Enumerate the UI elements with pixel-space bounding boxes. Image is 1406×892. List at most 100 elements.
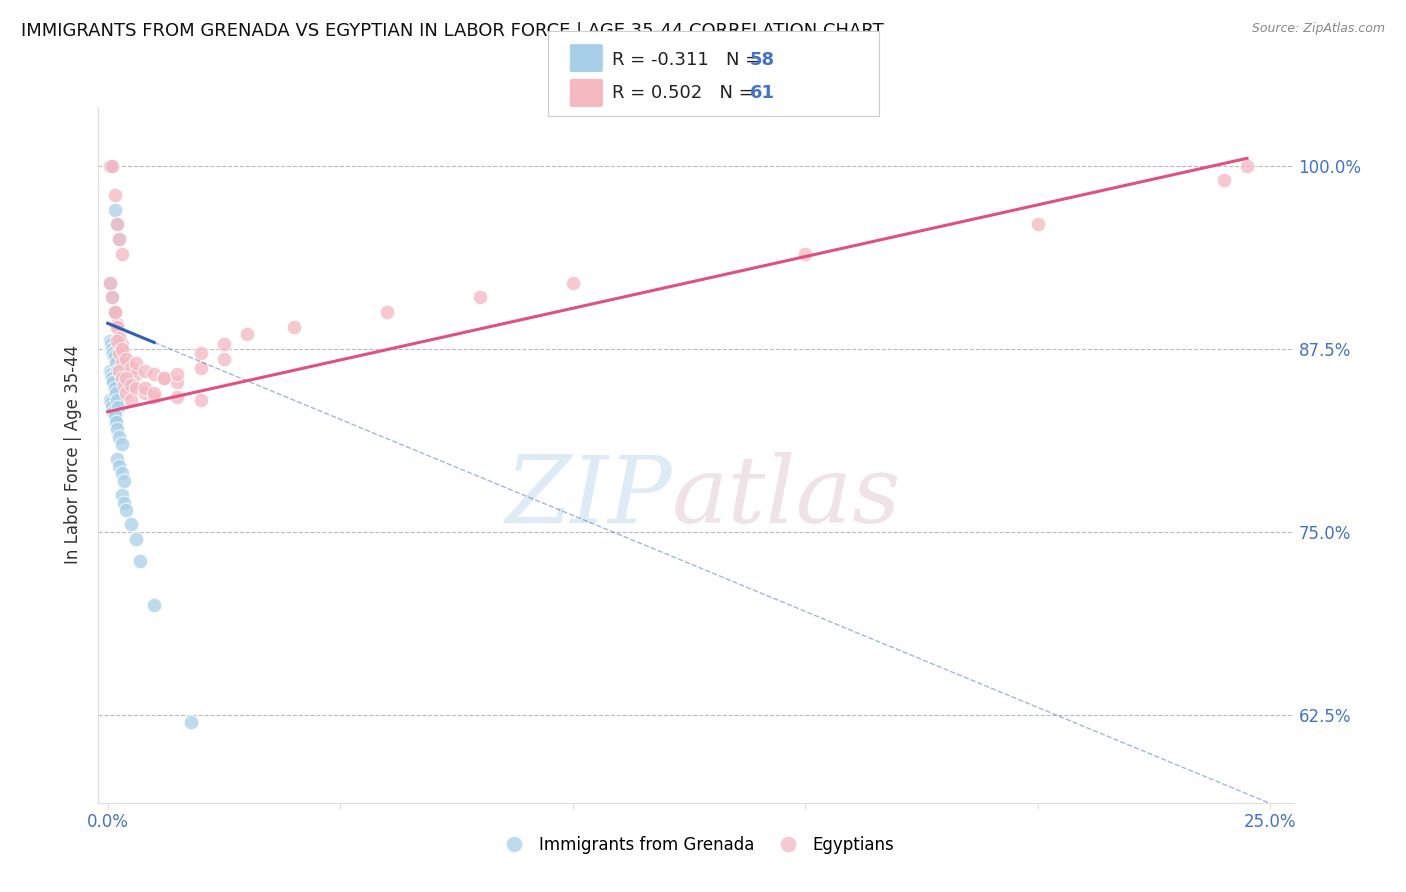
Point [101,159,124,173]
Point [166,376,188,390]
Point [104,408,127,422]
Point [98,159,121,173]
Point [104,305,127,319]
Point [108,346,131,360]
Point [104,305,127,319]
Point [166,390,188,404]
Point [111,342,134,356]
Point [117,381,139,395]
Point [111,488,134,502]
Point [120,360,142,375]
Point [105,334,128,349]
Point [105,451,128,466]
Point [143,367,166,381]
Point [108,334,131,349]
Point [120,517,142,532]
Point [104,381,127,395]
Point [143,598,166,612]
Point [190,360,212,375]
Text: 58: 58 [749,51,775,69]
Point [108,232,131,246]
Point [143,390,166,404]
Point [112,349,135,363]
Point [104,202,127,217]
Point [794,246,817,260]
Point [129,554,152,568]
Point [212,337,235,351]
Point [103,376,125,390]
Point [115,385,138,400]
Point [112,367,135,381]
Text: 61: 61 [749,84,775,102]
Point [108,364,131,378]
Point [180,715,202,730]
Point [1236,159,1258,173]
Point [105,217,128,231]
Point [105,356,128,370]
Point [105,319,128,334]
Point [190,392,212,407]
Point [100,342,122,356]
Point [107,401,129,415]
Text: R = -0.311   N =: R = -0.311 N = [612,51,766,69]
Point [101,401,124,415]
Point [105,317,128,331]
Point [98,334,121,349]
Point [104,349,127,363]
Text: ZIP: ZIP [505,451,672,541]
Point [105,385,128,400]
Point [108,331,131,345]
Point [115,356,138,370]
Point [105,415,128,429]
Text: IMMIGRANTS FROM GRENADA VS EGYPTIAN IN LABOR FORCE | AGE 35-44 CORRELATION CHART: IMMIGRANTS FROM GRENADA VS EGYPTIAN IN L… [21,22,884,40]
Point [104,410,127,425]
Point [104,188,127,202]
Point [104,305,127,319]
Text: atlas: atlas [672,451,901,541]
Legend: Immigrants from Grenada, Egyptians: Immigrants from Grenada, Egyptians [491,830,901,861]
Point [100,367,122,381]
Point [98,276,121,290]
Point [120,392,142,407]
Point [105,360,128,375]
Point [561,276,583,290]
Point [124,381,146,395]
Point [112,378,135,392]
Point [143,385,166,400]
Point [105,356,128,370]
Point [104,351,127,366]
Point [134,381,156,395]
Point [115,503,138,517]
Point [111,342,134,356]
Point [101,346,124,360]
Point [115,376,138,390]
Point [115,371,138,385]
Point [111,356,134,370]
Point [166,367,188,381]
Text: R = 0.502   N =: R = 0.502 N = [612,84,759,102]
Point [124,532,146,546]
Point [105,319,128,334]
Point [100,396,122,410]
Point [111,437,134,451]
Point [100,337,122,351]
Point [375,305,398,319]
Point [236,327,259,342]
Point [212,351,235,366]
Point [98,364,121,378]
Point [134,364,156,378]
Point [283,319,305,334]
Point [111,246,134,260]
Y-axis label: In Labor Force | Age 35-44: In Labor Force | Age 35-44 [65,345,83,565]
Point [190,346,212,360]
Point [105,385,128,400]
Point [108,232,131,246]
Point [120,378,142,392]
Point [103,346,125,360]
Point [101,342,124,356]
Point [115,351,138,366]
Point [103,349,125,363]
Point [108,458,131,473]
Point [152,371,174,385]
Point [101,159,124,173]
